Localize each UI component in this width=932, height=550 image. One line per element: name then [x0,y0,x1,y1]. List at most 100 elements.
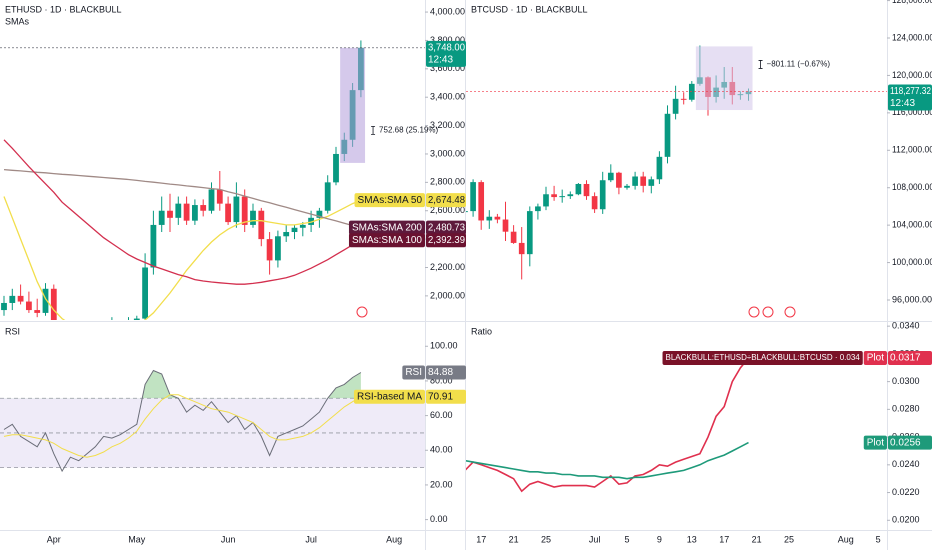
price-tag-time: 12:43 [890,98,915,109]
candle-body [266,239,273,261]
candle-body [583,183,590,197]
candle-body [225,203,232,223]
series-name-tag [354,193,425,208]
y-tick-label: 108,000.00 [892,182,932,192]
sma-line [3,196,362,320]
y-tick-label: 120,000.00 [892,70,932,80]
price-tag-value: 70.91 [428,391,453,402]
price-tag [426,220,466,235]
series-line [466,441,749,480]
y-tick-label: 3,200.00 [430,120,465,130]
candle-body [50,288,57,320]
y-tick-label: 0.0220 [892,487,920,497]
series-name-tag [402,365,425,380]
x-tick-label: 5 [876,534,881,544]
plot-area [466,357,750,493]
candle-body [92,347,98,350]
candle-body [664,113,671,157]
candle-body [316,210,323,218]
price-tag [426,233,466,248]
price-tag-value: 2,480.73 [428,222,465,233]
candle-body [67,353,73,367]
candle-body [478,182,485,221]
measure-label: −801.11 (−0.67%) [767,60,831,69]
series-name-tag-text: Plot [867,353,884,364]
measure-label: 752.68 (25.19%) [379,125,438,134]
sma-line [3,139,362,285]
price-tag-time: 12:43 [428,54,453,65]
candle-body [535,206,541,212]
candle-body [640,176,647,186]
candle-body [632,176,638,186]
candle-body [648,179,655,186]
y-tick-label: 128,000.00 [892,0,932,5]
x-tick-label: Aug [838,534,854,544]
candle-body [656,156,663,180]
x-tick-label: 21 [752,534,762,544]
y-tick-label: 0.0280 [892,404,920,414]
series-name-tag-text: SMAs:SMA 50 [358,195,423,206]
x-tick-label: 17 [719,534,729,544]
candle-body [308,217,315,225]
y-tick-label: 2,600.00 [430,205,465,215]
candle-body [510,231,517,243]
candle-body [101,327,107,347]
overbought-fill [142,370,361,399]
y-tick-label: 0.0300 [892,376,920,386]
y-tick-label: 3,000.00 [430,148,465,158]
candle-body [84,350,90,356]
price-tag [426,365,466,380]
price-tag [888,435,932,450]
y-tick-label: 124,000.00 [892,32,932,42]
candle-body [117,324,123,325]
series-name-tag [863,351,887,366]
candle-body [291,227,298,233]
candle-body [591,196,598,210]
candle-body [283,232,290,237]
candle-body [494,216,501,220]
price-tag [426,193,466,208]
x-tick-label: 25 [784,534,794,544]
candle-body [250,210,256,225]
candle-body [599,180,606,210]
candle-body [575,183,582,195]
y-tick-label: 4,000.00 [430,6,465,16]
candle-body [25,301,32,311]
series-description-tag [662,351,863,366]
series-line [3,394,362,458]
y-tick-label: 0.0200 [892,515,920,525]
measure-icon [371,125,376,135]
y-tick-label: 116,000.00 [892,107,932,117]
price-tag-value: 84.88 [428,367,453,378]
measure-box [695,46,753,111]
candle-body [486,216,493,221]
candle-body [142,267,149,319]
candle-body [672,98,679,114]
price-tag-value: 2,392.39 [428,235,465,246]
series-name-tag-text: Plot [867,437,884,448]
measure-box [340,47,366,163]
candle-body [183,203,190,221]
candle-body [34,310,41,313]
candle-body [624,185,630,188]
indicator-icon [748,306,760,318]
candle-body [551,194,557,198]
series-description-tag-text: BLACKBULL:ETHUSD÷BLACKBULL:BTCUSD · 0.03… [666,353,861,362]
indicator-icon [762,306,774,318]
series-name-tag-text: RSI [405,367,422,378]
price-tag-value: 3,748.00 [428,42,465,53]
candle-body [299,224,306,228]
candle-body [258,210,265,240]
y-tick-label: 100.00 [430,341,458,351]
x-tick-label: Jul [589,534,601,544]
price-tag [888,84,932,111]
candle-body [200,205,207,211]
candle-body [466,211,468,213]
candle-body [616,172,622,188]
indicator-icon [356,306,368,318]
series-line [466,357,750,493]
series-name-tag [353,389,425,404]
candle-body [167,210,173,218]
plot-area [0,369,425,473]
